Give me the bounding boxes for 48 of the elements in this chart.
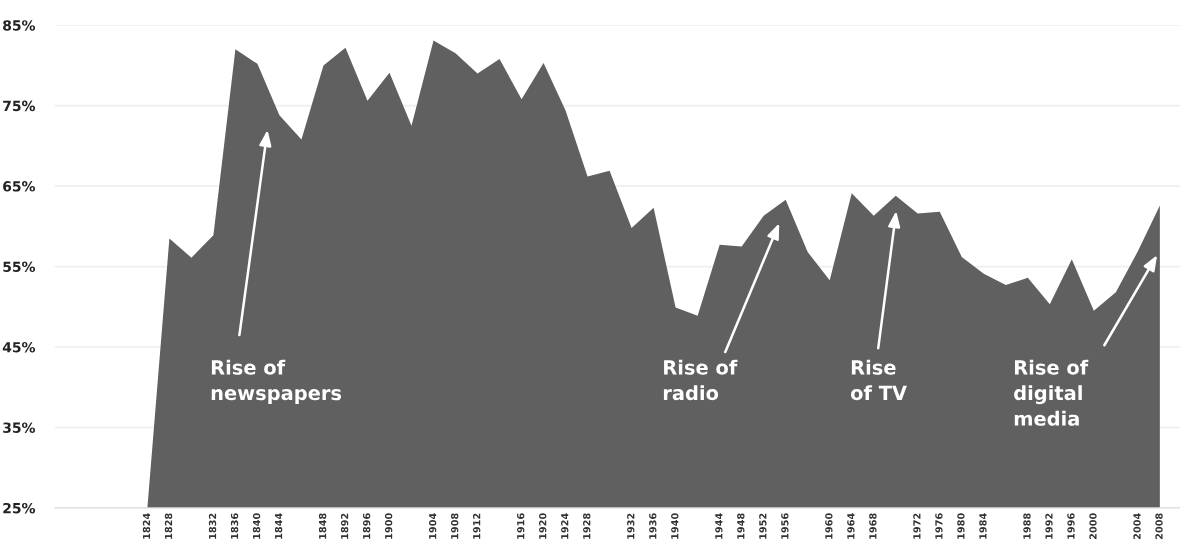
x-tick-label: 1824	[142, 513, 151, 539]
x-tick-label: 1836	[230, 513, 239, 539]
y-tick-label: 35%	[3, 422, 36, 433]
y-tick-label: 85%	[3, 20, 36, 31]
y-tick-label: 55%	[3, 261, 36, 273]
x-tick-label: 1908	[450, 513, 459, 539]
annotation: Rise of digital media	[1014, 359, 1089, 426]
x-tick-label: 1940	[671, 513, 679, 539]
x-tick-label: 1972	[913, 513, 921, 539]
x-tick-label: 1948	[737, 513, 745, 539]
x-tick-label: 1912	[473, 513, 481, 539]
x-tick-label: 1952	[759, 513, 767, 539]
x-tick-label: 1984	[979, 513, 987, 539]
y-tick-label: 65%	[3, 181, 36, 192]
y-tick-label: 45%	[2, 341, 36, 353]
annotation: Rise of radio	[663, 359, 738, 401]
x-tick-label: 1976	[935, 513, 943, 539]
x-tick-label: 1896	[362, 513, 371, 539]
x-tick-label: 1988	[1023, 513, 1031, 539]
x-tick-label: 1992	[1045, 513, 1053, 539]
x-tick-label: 1936	[649, 513, 657, 539]
x-tick-label: 1932	[627, 513, 635, 539]
x-tick-label: 1828	[164, 513, 173, 539]
x-tick-label: 1920	[539, 513, 547, 539]
x-tick-label: 1916	[517, 513, 525, 539]
x-tick-label: 2004	[1133, 513, 1141, 540]
x-tick-label: 1832	[208, 513, 217, 539]
x-tick-label: 1996	[1067, 513, 1075, 539]
x-tick-label: 1848	[318, 513, 327, 539]
x-tick-label: 1904	[428, 513, 437, 539]
x-tick-label: 1968	[869, 513, 877, 539]
x-tick-label: 2000	[1089, 513, 1097, 540]
x-tick-label: 1928	[583, 513, 591, 539]
x-tick-label: 1844	[274, 513, 283, 539]
x-tick-label: 1892	[340, 513, 349, 539]
x-tick-label: 1964	[847, 513, 855, 539]
annotation: Rise of TV	[850, 359, 907, 401]
annotation: Rise of newspapers	[211, 359, 342, 405]
x-tick-label: 1956	[781, 513, 789, 539]
x-tick-label: 1960	[825, 513, 833, 539]
x-tick-label: 2008	[1155, 513, 1163, 540]
x-tick-label: 1840	[252, 513, 261, 539]
x-tick-label: 1924	[561, 513, 569, 539]
y-tick-label: 25%	[3, 502, 36, 514]
x-tick-label: 1900	[384, 513, 393, 539]
x-tick-label: 1980	[957, 513, 965, 539]
y-tick-label: 75%	[3, 100, 36, 112]
x-tick-label: 1944	[715, 513, 723, 539]
